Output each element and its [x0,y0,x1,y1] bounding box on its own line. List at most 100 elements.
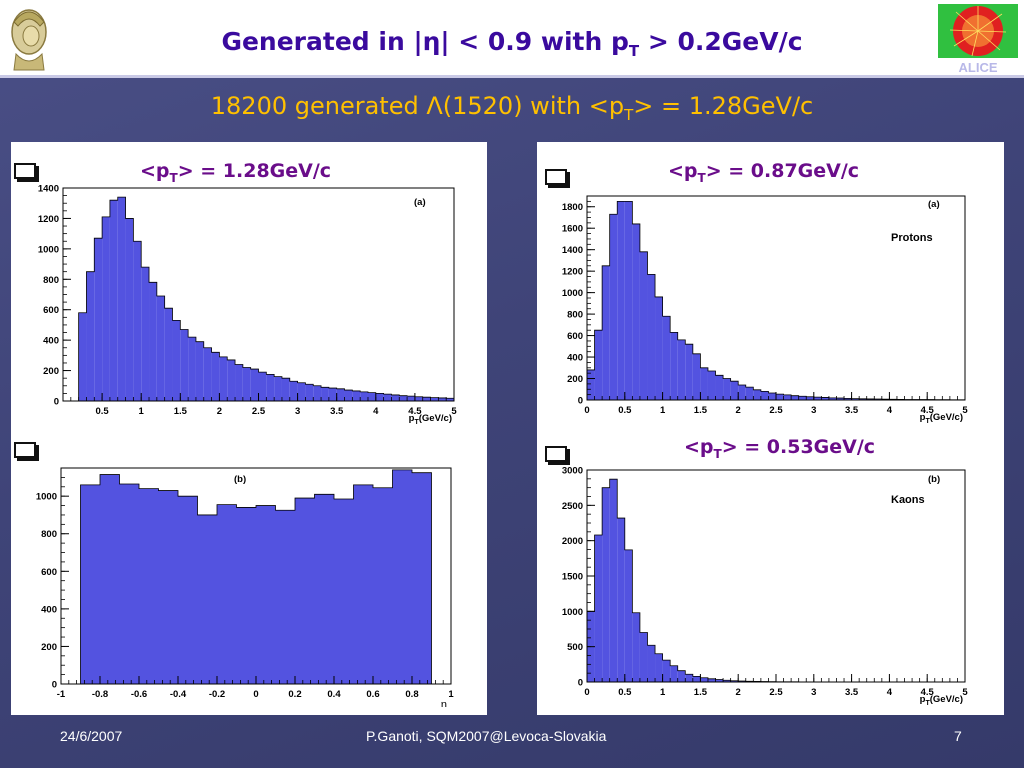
histogram-bar [383,394,392,401]
mean-pt-lambda: <pT> = 1.28GeV/c [140,160,331,185]
histogram-bar [227,359,236,401]
x-tick-label: 1 [660,687,666,698]
histogram-bar [715,375,724,400]
bullet-icon [545,169,567,185]
y-tick-label: 200 [567,374,583,385]
histogram-bar [685,674,693,682]
histogram-bar [375,393,384,401]
mean-pt-proton: <pT> = 0.87GeV/c [668,160,859,185]
histogram-bar [219,356,228,401]
x-tick-label: 1 [660,405,666,416]
histogram-bar [730,680,739,682]
histogram-bar [632,223,640,400]
histogram-bar [594,535,603,682]
x-tick-label: 4 [887,405,893,416]
x-tick-label: 4.5 [921,687,935,698]
histogram-bar [700,367,708,400]
x-tick-label: 0.5 [95,406,109,417]
y-tick-label: 800 [567,310,583,321]
y-tick-label: 3000 [562,466,583,477]
x-tick-label: -0.2 [209,689,225,700]
mean-pt-kaon: <pT> = 0.53GeV/c [684,436,875,461]
x-tick-label: 4.5 [408,406,422,417]
x-axis-label: pT(GeV/c) [920,694,963,707]
histogram-bar [602,487,610,682]
histogram-bar [647,274,656,400]
histogram-bar [859,398,867,400]
histogram-bar [662,316,671,400]
histogram-outline [80,469,432,684]
histogram-bar [677,339,686,400]
x-tick-label: 5 [451,406,457,417]
histogram-bar [203,347,212,401]
footer-date: 24/6/2007 [60,728,123,744]
histogram-bar [86,271,95,401]
series-label: Protons [891,232,933,244]
histogram-bar [334,498,354,684]
histogram-bar [305,384,314,401]
histogram-bar [685,344,693,400]
y-tick-label: 400 [41,604,57,615]
histogram-bar [119,483,139,684]
histogram-bar [813,397,822,400]
histogram-bar [236,507,256,684]
histogram-bar [328,388,337,401]
histogram-bar [313,385,322,401]
x-tick-label: 0 [584,405,589,416]
title-subscript: T [628,42,640,60]
x-tick-label: 0.5 [618,405,632,416]
histogram-bar [414,396,423,401]
x-tick-label: 0.5 [618,687,632,698]
slide-subtitle: 18200 generated Λ(1520) with <pT> = 1.28… [0,92,1024,124]
bullet-icon [14,163,36,179]
histogram-bar [149,282,157,401]
histogram-bar [178,496,198,684]
y-tick-label: 0 [578,678,583,689]
histogram-bar [250,369,259,401]
y-tick-label: 1200 [38,214,59,225]
x-tick-label: -0.8 [92,689,108,700]
histogram-bar [738,384,746,400]
histogram-bar [297,382,306,401]
histogram-bar [609,214,618,400]
y-tick-label: 0 [578,396,583,407]
histogram-bar [109,200,118,401]
histogram-bar [117,197,126,401]
histogram-bar [617,518,625,682]
y-tick-label: 2000 [562,536,583,547]
x-tick-label: -1 [57,689,66,700]
histogram-bar [94,238,103,401]
histogram-bar [655,653,663,682]
histogram-bar [692,353,701,400]
y-tick-label: 1500 [562,572,583,583]
histogram-bar [587,369,595,400]
subtitle-subscript: T [624,105,634,124]
histogram-bar [399,395,408,401]
kaon-pt-histogram: 0 500 1000 1500 2000 2500 3000 0 0.5 1 1.5 2 2.5 3 3.5… [562,466,968,708]
x-axis-label: η [441,699,447,707]
histogram-bar [723,680,731,682]
histogram-bar [753,389,761,400]
histogram-bar [632,612,640,682]
panel-label: (a) [928,199,940,210]
histogram-bar [639,632,648,682]
x-tick-label: 0 [584,687,589,698]
x-tick-label: -0.4 [170,689,187,700]
y-tick-label: 1000 [38,244,59,255]
x-tick-label: -0.6 [131,689,147,700]
histogram-bar [707,371,716,400]
bullet-icon [545,446,567,462]
y-tick-label: 200 [43,366,59,377]
y-tick-label: 1200 [562,267,583,278]
histogram-bar [446,398,454,401]
y-tick-label: 400 [43,336,59,347]
histogram-bar [78,312,87,401]
histogram-bar [391,394,400,401]
footer-page-number: 7 [954,728,962,744]
histogram-bar [412,472,432,684]
histogram-bar [156,296,165,401]
histogram-bar [344,390,353,401]
panel-label: (b) [928,474,940,485]
histogram-bar [677,670,686,682]
x-tick-label: 1 [139,406,145,417]
